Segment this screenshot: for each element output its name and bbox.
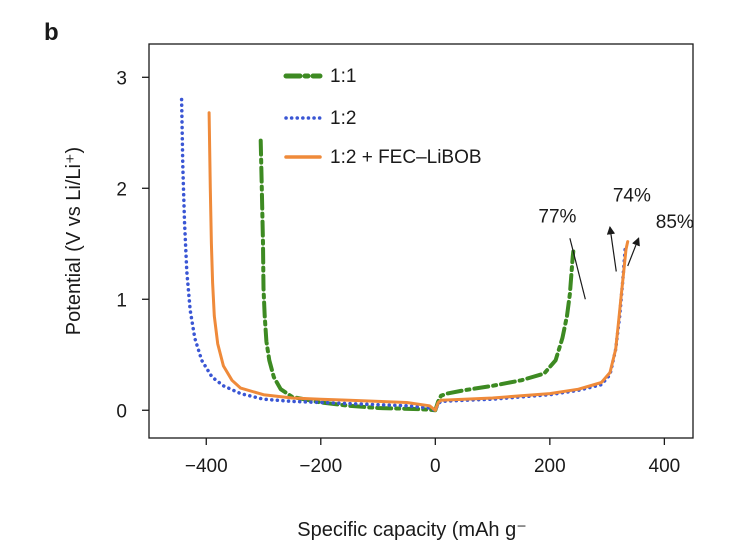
x-tick-label: −400 [185, 456, 228, 477]
panel-label: b [44, 19, 59, 46]
y-tick-label: 3 [116, 68, 127, 89]
series-line-1-2-fec-libob [207, 111, 630, 412]
legend-label-1-1: 1:1 [330, 66, 356, 87]
legend-label-1-2: 1:2 [330, 108, 356, 129]
x-tick-label: 400 [649, 456, 681, 477]
annotation-label: 77% [538, 207, 576, 228]
y-tick-label: 0 [116, 401, 127, 422]
x-axis-title: Specific capacity (mAh g⁻ [297, 519, 527, 541]
ticks-layer: −400 −200 0 200 400 0 1 2 3 [116, 68, 680, 477]
annotation-label: 85% [656, 212, 694, 233]
x-tick-label: 0 [430, 456, 441, 477]
legend: 1:1 1:2 1:2 + FEC–LiBOB [283, 66, 482, 168]
legend-label-fec-libob: 1:2 + FEC–LiBOB [330, 147, 482, 168]
annotation-arrow [606, 225, 617, 272]
y-axis-title: Potential (V vs Li/Li⁺) [63, 147, 85, 335]
annotation-layer: 77% 74%85% [538, 186, 694, 300]
y-tick-label: 2 [116, 179, 127, 200]
series-layer [179, 97, 630, 413]
annotation-arrow [569, 238, 586, 300]
plot-frame [148, 43, 694, 439]
series-line-1-1 [258, 138, 576, 413]
annotation-arrow [627, 237, 640, 267]
y-tick-label: 1 [116, 290, 127, 311]
x-tick-label: −200 [299, 456, 342, 477]
annotation-label: 74% [613, 186, 651, 207]
x-tick-label: 200 [534, 456, 566, 477]
